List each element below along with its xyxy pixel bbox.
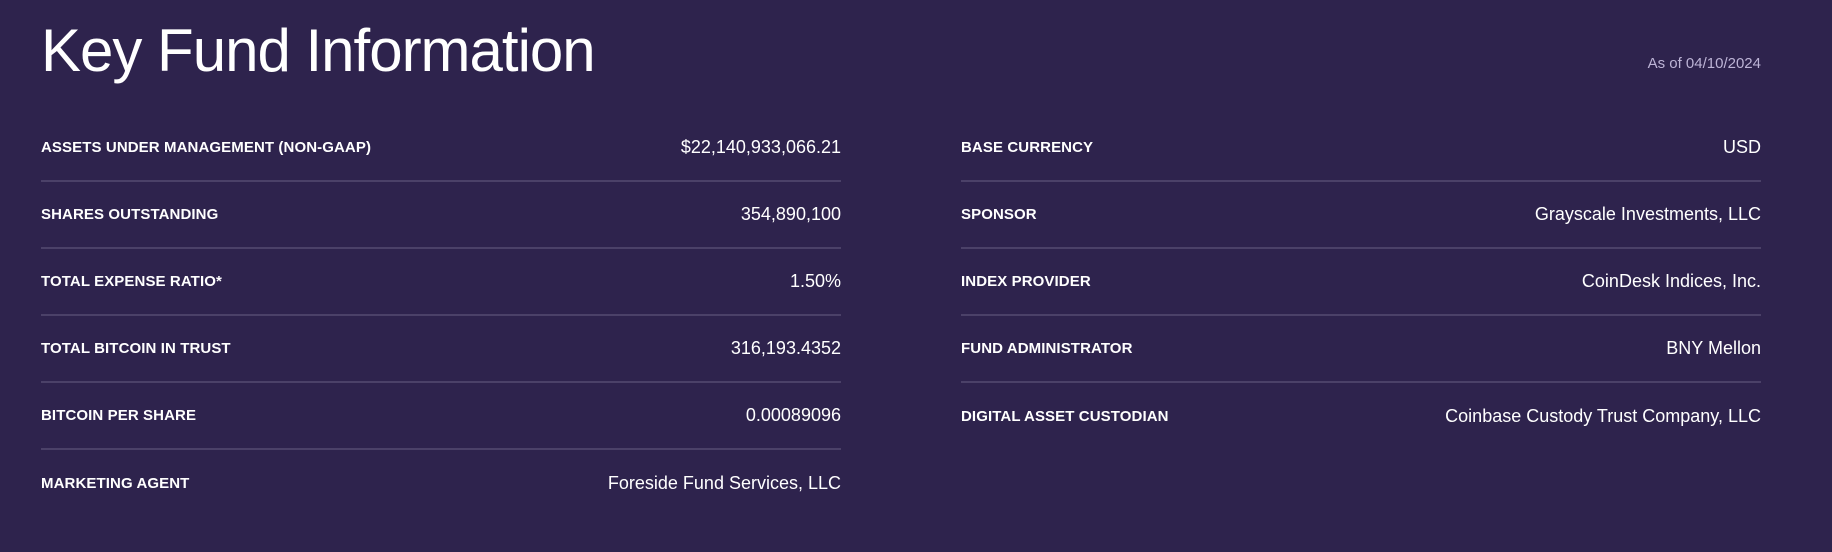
key-fund-information-section: Key Fund Information As of 04/10/2024 AS… — [41, 0, 1761, 552]
fund-info-row-expense-ratio: TOTAL EXPENSE RATIO* 1.50% — [41, 249, 841, 316]
fund-info-value: BNY Mellon — [1666, 338, 1761, 358]
fund-info-row-bitcoin-in-trust: TOTAL BITCOIN IN TRUST 316,193.4352 — [41, 316, 841, 383]
fund-info-label: TOTAL BITCOIN IN TRUST — [41, 340, 231, 357]
fund-info-value: Grayscale Investments, LLC — [1534, 204, 1761, 224]
fund-info-label: MARKETING AGENT — [41, 475, 190, 492]
fund-info-row-sponsor: SPONSOR Grayscale Investments, LLC — [961, 182, 1761, 249]
fund-info-label: DIGITAL ASSET CUSTODIAN — [961, 408, 1169, 425]
page-title: Key Fund Information — [41, 17, 596, 84]
fund-info-value: 354,890,100 — [740, 204, 841, 224]
fund-info-label: SPONSOR — [961, 206, 1037, 223]
fund-info-label: BASE CURRENCY — [961, 139, 1094, 156]
fund-info-left-column: ASSETS UNDER MANAGEMENT (NON-GAAP) $22,1… — [41, 115, 841, 517]
fund-info-value: CoinDesk Indices, Inc. — [1581, 271, 1761, 291]
fund-info-label: SHARES OUTSTANDING — [41, 206, 219, 223]
fund-info-value: USD — [1722, 137, 1761, 157]
fund-info-row-bitcoin-per-share: BITCOIN PER SHARE 0.00089096 — [41, 383, 841, 450]
fund-info-label: ASSETS UNDER MANAGEMENT (NON-GAAP) — [41, 139, 372, 156]
fund-info-value: Foreside Fund Services, LLC — [607, 473, 841, 493]
fund-info-row-digital-asset-custodian: DIGITAL ASSET CUSTODIAN Coinbase Custody… — [961, 383, 1761, 450]
fund-info-label: TOTAL EXPENSE RATIO* — [41, 273, 222, 290]
fund-info-row-base-currency: BASE CURRENCY USD — [961, 115, 1761, 182]
fund-info-row-index-provider: INDEX PROVIDER CoinDesk Indices, Inc. — [961, 249, 1761, 316]
fund-info-value: 316,193.4352 — [730, 338, 841, 358]
fund-info-value: 0.00089096 — [745, 405, 841, 425]
as-of-date: As of 04/10/2024 — [1647, 55, 1761, 72]
fund-info-label: BITCOIN PER SHARE — [41, 407, 197, 424]
fund-info-value: Coinbase Custody Trust Company, LLC — [1445, 406, 1761, 426]
fund-info-row-marketing-agent: MARKETING AGENT Foreside Fund Services, … — [41, 450, 841, 517]
fund-info-columns: ASSETS UNDER MANAGEMENT (NON-GAAP) $22,1… — [41, 115, 1761, 517]
fund-info-right-column: BASE CURRENCY USD SPONSOR Grayscale Inve… — [961, 115, 1761, 517]
fund-info-label: INDEX PROVIDER — [961, 273, 1091, 290]
fund-info-row-shares-outstanding: SHARES OUTSTANDING 354,890,100 — [41, 182, 841, 249]
fund-info-value: $22,140,933,066.21 — [680, 137, 841, 157]
fund-info-row-fund-administrator: FUND ADMINISTRATOR BNY Mellon — [961, 316, 1761, 383]
fund-info-label: FUND ADMINISTRATOR — [961, 340, 1133, 357]
fund-info-row-aum: ASSETS UNDER MANAGEMENT (NON-GAAP) $22,1… — [41, 115, 841, 182]
fund-info-value: 1.50% — [789, 271, 841, 291]
